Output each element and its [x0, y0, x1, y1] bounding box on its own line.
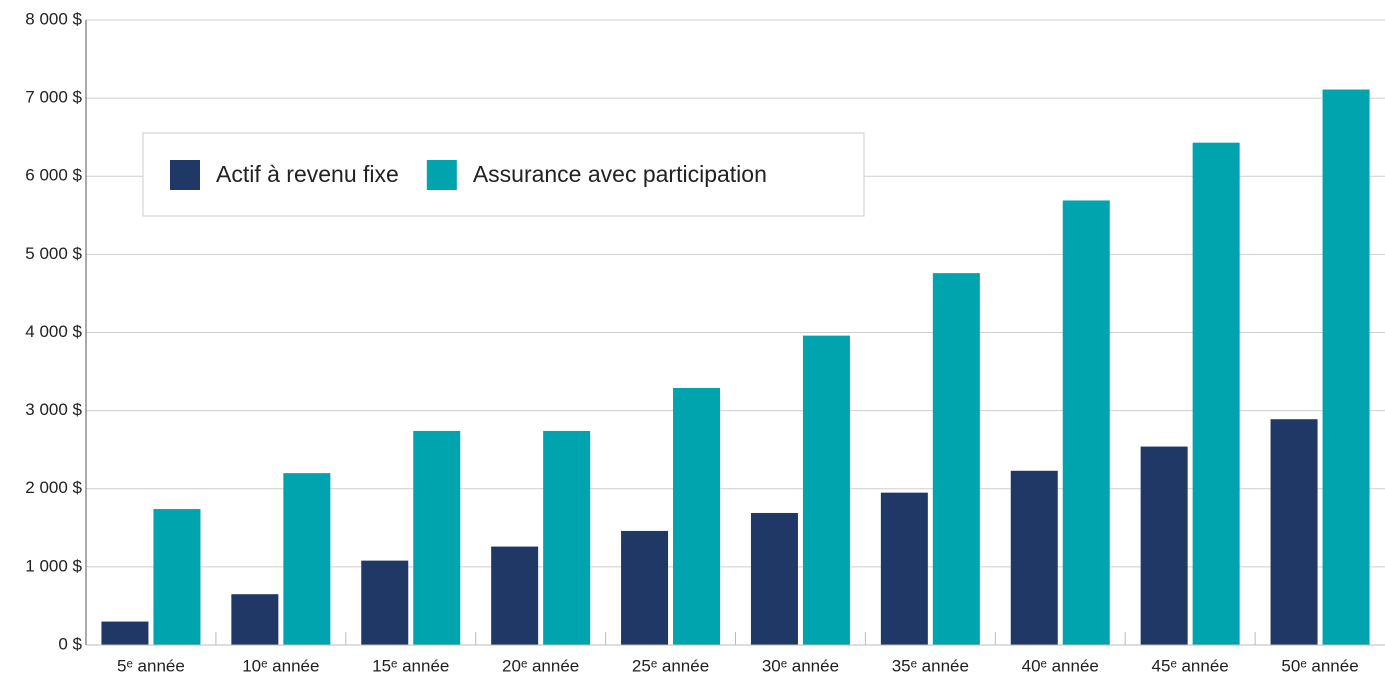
- bar: [1322, 89, 1370, 645]
- y-tick-label: 0 $: [58, 634, 82, 653]
- legend-swatch: [426, 160, 457, 190]
- x-tick-label: 5ᵉ année: [117, 656, 185, 675]
- bar: [673, 387, 721, 645]
- bar: [802, 335, 850, 645]
- bar: [231, 594, 279, 645]
- bar: [283, 473, 331, 645]
- bar: [621, 530, 669, 645]
- bar: [1140, 446, 1188, 645]
- x-tick-label: 50ᵉ année: [1281, 656, 1358, 675]
- bars: [101, 89, 1370, 645]
- bar: [413, 430, 461, 645]
- y-tick-label: 1 000 $: [25, 556, 82, 575]
- bar: [491, 546, 539, 645]
- bar: [1010, 470, 1058, 645]
- y-tick-label: 8 000 $: [25, 9, 82, 28]
- bar: [543, 430, 591, 645]
- bar: [880, 492, 928, 645]
- x-tick-label: 35ᵉ année: [892, 656, 969, 675]
- y-tick-label: 7 000 $: [25, 88, 82, 107]
- x-tick-label: 15ᵉ année: [372, 656, 449, 675]
- labels: 0 $ 1 000 $ 2 000 $ 3 000 $ 4 000 $ 5 000 $ 6 …: [25, 9, 1358, 675]
- y-tick-label: 5 000 $: [25, 244, 82, 263]
- y-tick-label: 3 000 $: [25, 400, 82, 419]
- y-tick-label: 6 000 $: [25, 166, 82, 185]
- x-tick-label: 30ᵉ année: [762, 656, 839, 675]
- bar: [101, 621, 149, 645]
- bar: [153, 509, 201, 645]
- x-tick-label: 25ᵉ année: [632, 656, 709, 675]
- x-tick-label: 20ᵉ année: [502, 656, 579, 675]
- legend: Actif à revenu fixe Assurance avec partic…: [142, 132, 865, 217]
- bar: [1192, 142, 1240, 645]
- y-tick-label: 2 000 $: [25, 478, 82, 497]
- x-tick-label: 40ᵉ année: [1022, 656, 1099, 675]
- legend-box: [142, 132, 865, 217]
- legend-label: Actif à revenu fixe: [216, 161, 399, 187]
- bar: [932, 273, 980, 645]
- bar: [1062, 200, 1110, 645]
- legend-swatch: [170, 160, 200, 190]
- bar: [750, 512, 798, 645]
- y-tick-label: 4 000 $: [25, 322, 82, 341]
- x-tick-label: 10ᵉ année: [242, 656, 319, 675]
- bar: [1270, 419, 1318, 645]
- grid: [86, 19, 1385, 646]
- x-tick-label: 45ᵉ année: [1152, 656, 1229, 675]
- bar: [361, 560, 409, 645]
- legend-label: Assurance avec participation: [473, 161, 767, 187]
